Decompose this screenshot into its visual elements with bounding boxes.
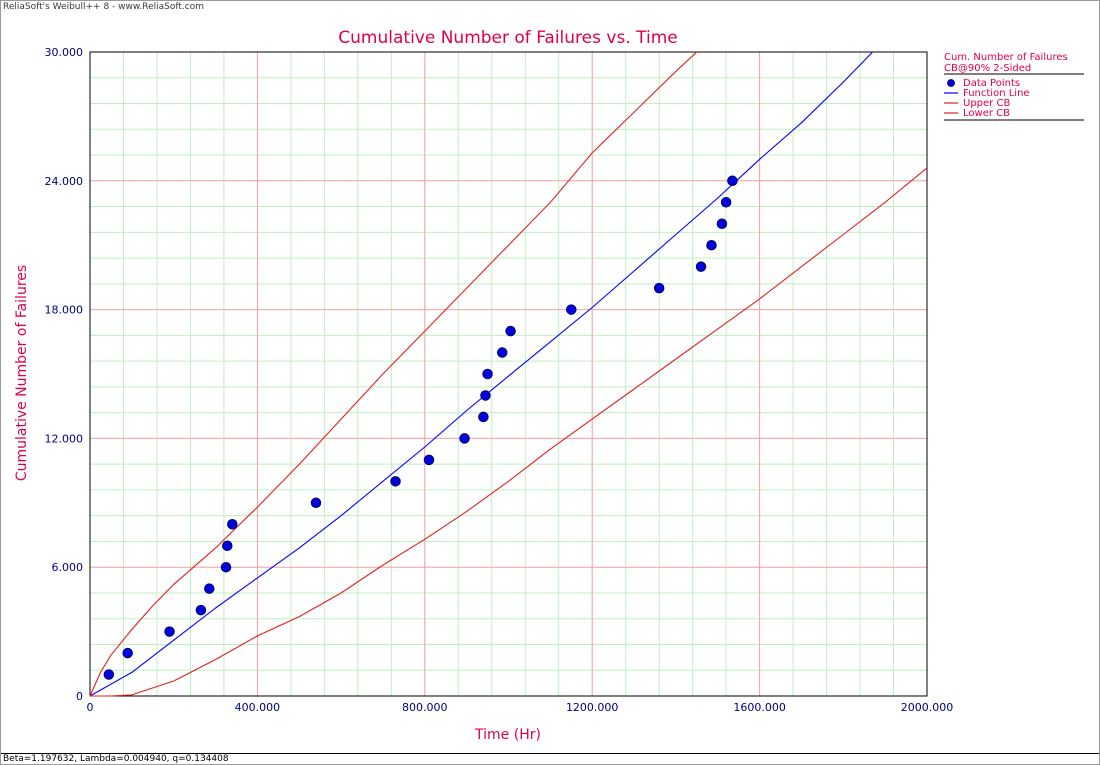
legend-entry-upper-cb: Upper CB [963, 98, 1010, 109]
data-point [227, 519, 238, 530]
data-point [505, 325, 516, 337]
data-point [716, 218, 728, 229]
data-point [566, 304, 577, 315]
footer-parameters: Beta=1.197632, Lambda=0.004940, q=0.1344… [3, 754, 229, 764]
data-point [482, 368, 493, 380]
data-point [459, 433, 470, 444]
data-point [222, 540, 233, 551]
legend-entry-function-line: Function Line [963, 88, 1030, 99]
data-point [310, 497, 322, 509]
data-point [706, 239, 717, 251]
tick-labels: 0 400.000 800.000 1200.000 1600.000 2000.000 0… [45, 46, 954, 714]
data-point [720, 197, 732, 208]
data-point [164, 626, 175, 637]
watermark-text: ReliaSoft's Weibull++ 8 - www.ReliaSoft.… [3, 2, 205, 12]
x-tick-label: 0 [87, 701, 94, 714]
data-point [220, 561, 232, 573]
x-tick-label: 1600.000 [733, 701, 786, 714]
legend-entry-data-points: Data Points [963, 78, 1020, 89]
data-point [423, 454, 435, 466]
legend-title: Cum. Number of Failures [944, 52, 1068, 63]
plot-area-border [89, 51, 928, 697]
legend: Cum. Number of Failures CB@90% 2-Sided D… [944, 52, 1084, 121]
data-point [204, 583, 215, 594]
y-tick-label: 24.000 [45, 175, 84, 188]
legend-entry-lower-cb: Lower CB [963, 108, 1010, 119]
data-point [195, 604, 207, 616]
data-point [480, 390, 491, 401]
data-point [390, 476, 401, 487]
footer-divider [1, 753, 1099, 754]
data-point [478, 411, 489, 423]
x-tick-label: 800.000 [402, 701, 448, 714]
major-grid [90, 52, 927, 696]
series-layer [89, 51, 928, 697]
legend-subtitle: CB@90% 2-Sided [944, 63, 1031, 74]
y-tick-label: 18.000 [45, 304, 84, 317]
chart-title: Cumulative Number of Failures vs. Time [338, 28, 677, 48]
series-line-lower-cb [90, 167, 928, 697]
data-point [122, 647, 133, 659]
data-point [727, 175, 738, 187]
minor-grid [90, 52, 927, 696]
data-point [103, 669, 115, 680]
series-line-function-line [89, 51, 873, 697]
data-point [653, 282, 665, 294]
legend-marker-points [947, 79, 955, 87]
series-line-upper-cb [89, 51, 698, 697]
x-tick-label: 1200.000 [566, 701, 619, 714]
y-tick-label: 6.000 [52, 561, 84, 574]
x-tick-label: 2000.000 [901, 701, 954, 714]
x-axis-label: Time (Hr) [474, 727, 541, 743]
x-tick-label: 400.000 [235, 701, 281, 714]
y-tick-label: 0 [76, 690, 83, 703]
y-axis-label: Cumulative Number of Failures [14, 265, 30, 481]
y-tick-label: 30.000 [45, 46, 84, 59]
data-point [496, 347, 508, 358]
y-tick-label: 12.000 [45, 432, 84, 445]
data-point [695, 261, 707, 272]
